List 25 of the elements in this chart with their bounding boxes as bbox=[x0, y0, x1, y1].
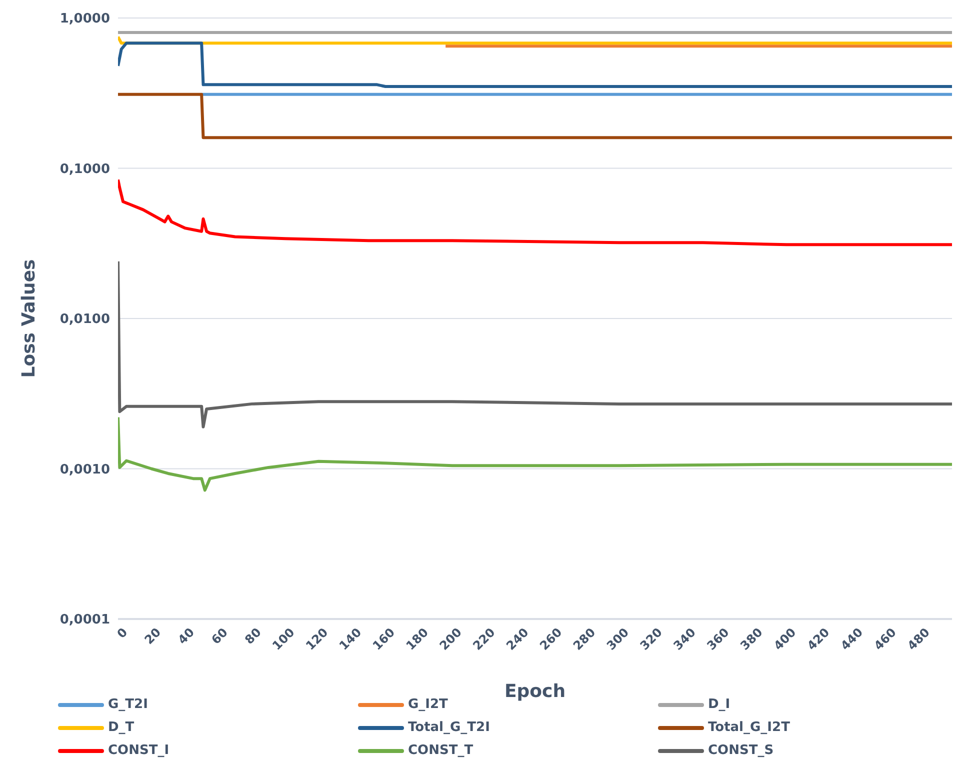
x-tick-label: 40 bbox=[175, 625, 197, 647]
y-tick-label: 0,1000 bbox=[60, 162, 110, 177]
legend-label: G_T2I bbox=[108, 697, 148, 712]
legend-label: CONST_T bbox=[408, 743, 474, 758]
legend-label: CONST_I bbox=[108, 743, 170, 758]
line-series bbox=[118, 178, 952, 246]
legend-label: Total_G_I2T bbox=[708, 720, 790, 735]
line-series bbox=[118, 260, 952, 428]
line-series bbox=[118, 42, 952, 88]
y-tick-label: 0,0100 bbox=[60, 312, 110, 328]
legend-label: G_I2T bbox=[408, 697, 448, 712]
line-series bbox=[118, 416, 952, 492]
legend-label: D_T bbox=[108, 720, 134, 735]
x-axis-title: Epoch bbox=[504, 681, 566, 702]
legend-label: CONST_S bbox=[708, 743, 774, 758]
legend-label: D_I bbox=[708, 697, 730, 712]
y-tick-label: 1,0000 bbox=[60, 12, 110, 27]
y-axis-title: Loss Values bbox=[18, 259, 40, 378]
legend-label: Total_G_T2I bbox=[408, 720, 490, 735]
x-tick-label: 20 bbox=[142, 625, 164, 647]
y-tick-label: 0,0001 bbox=[60, 612, 110, 628]
x-tick-label: 0 bbox=[114, 625, 130, 642]
x-tick-label: 60 bbox=[208, 625, 230, 647]
y-tick-label: 0,0010 bbox=[60, 462, 110, 478]
x-tick-label: 80 bbox=[242, 625, 264, 647]
